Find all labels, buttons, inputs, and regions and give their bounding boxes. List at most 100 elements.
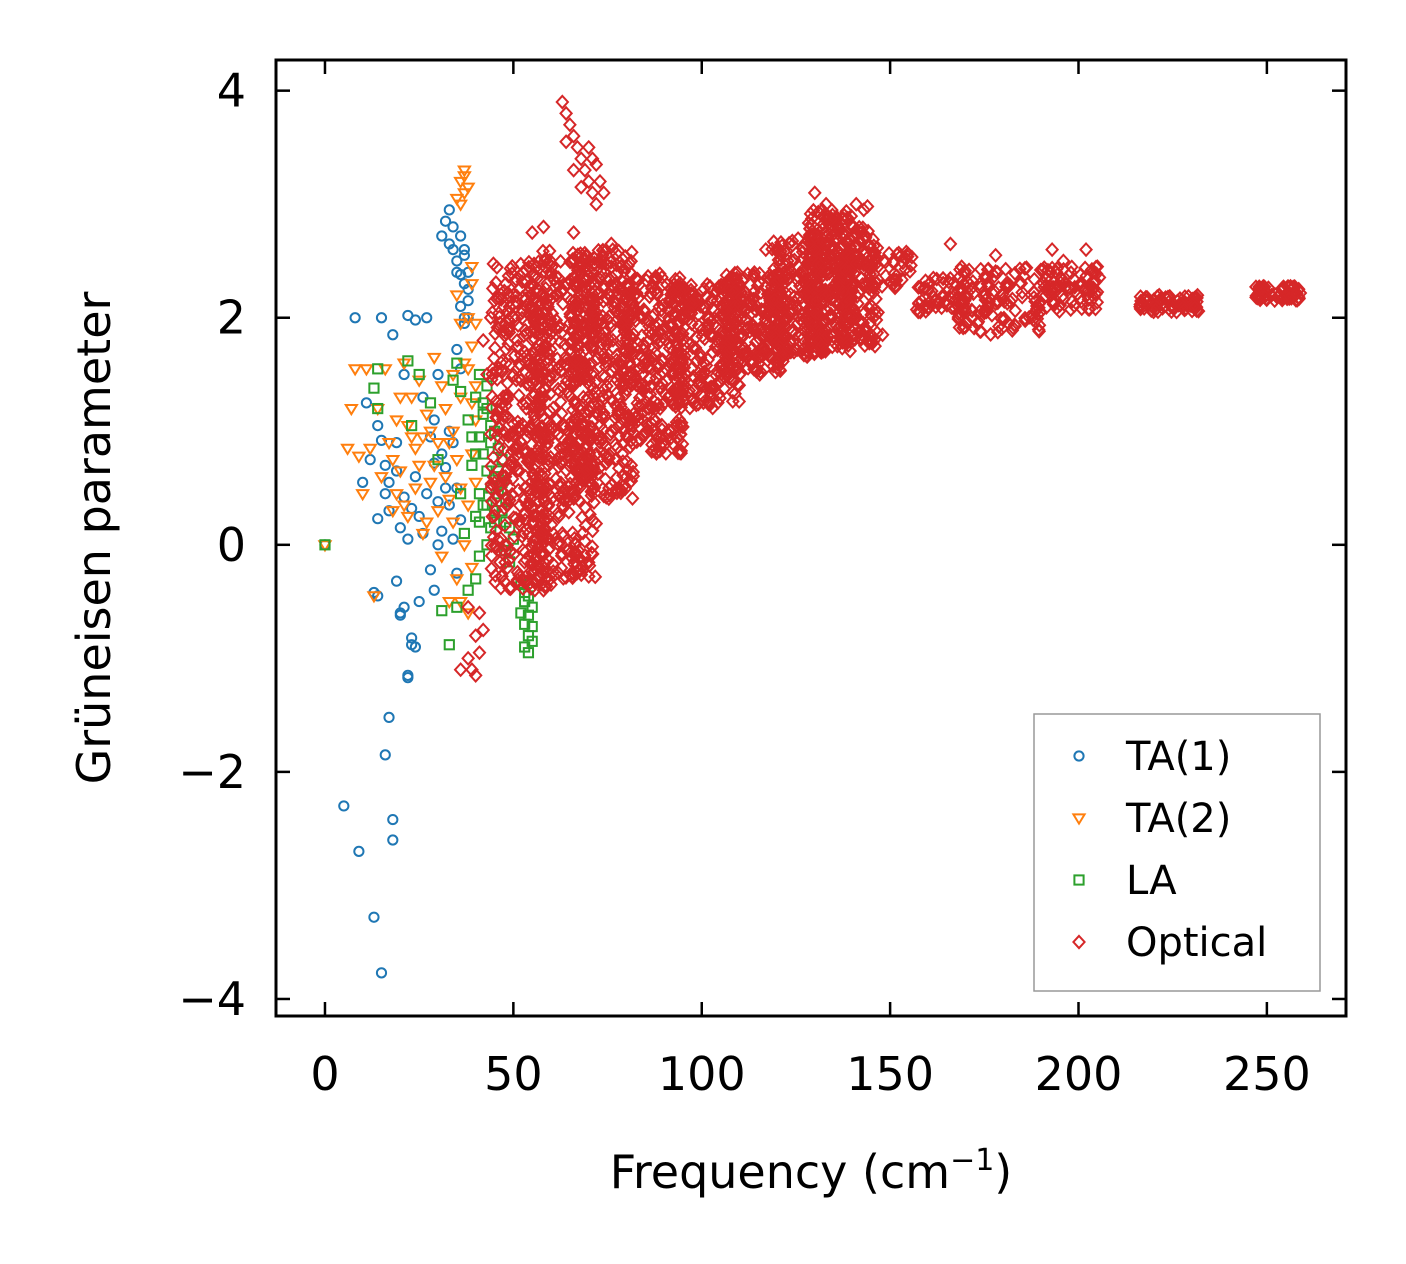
data-point-optical xyxy=(554,545,569,562)
x-tick-label: 50 xyxy=(484,1047,543,1101)
series-ta-1 xyxy=(319,204,474,979)
data-point-ta-1 xyxy=(451,343,463,356)
data-point-la xyxy=(522,647,535,659)
data-point-optical xyxy=(964,302,979,318)
data-point-optical xyxy=(801,303,816,319)
data-point-optical xyxy=(613,396,628,412)
data-point-optical xyxy=(525,225,540,241)
data-point-ta-1 xyxy=(424,564,437,576)
series-ta-2 xyxy=(317,165,484,621)
data-point-optical xyxy=(787,294,802,310)
data-point-optical xyxy=(647,274,662,290)
data-point-la xyxy=(424,397,437,409)
data-point-optical xyxy=(484,458,499,474)
data-point-optical xyxy=(747,361,762,377)
data-point-optical xyxy=(642,400,656,417)
data-point-optical xyxy=(501,288,516,304)
data-point-ta-2 xyxy=(423,477,438,490)
data-point-optical xyxy=(511,387,526,403)
data-point-optical xyxy=(666,363,681,380)
data-point-optical xyxy=(517,480,532,496)
data-point-ta-2 xyxy=(426,352,442,365)
legend-label: LA xyxy=(1126,858,1177,904)
data-point-optical xyxy=(461,599,476,615)
data-point-optical xyxy=(668,398,683,415)
data-point-la xyxy=(368,382,380,394)
data-point-optical xyxy=(843,293,858,309)
data-point-optical xyxy=(807,185,822,201)
data-point-ta-2 xyxy=(449,574,465,587)
data-point-optical xyxy=(845,283,860,299)
data-point-ta-2 xyxy=(457,171,472,184)
data-point-optical xyxy=(1033,262,1048,278)
data-point-optical xyxy=(646,412,661,428)
data-point-optical xyxy=(838,262,853,278)
data-point-optical xyxy=(510,462,525,478)
data-point-optical xyxy=(579,286,594,302)
data-point-ta-2 xyxy=(434,551,450,564)
data-point-optical xyxy=(545,490,560,506)
data-point-optical xyxy=(1177,302,1192,318)
data-point-optical xyxy=(628,270,643,287)
data-point-optical xyxy=(604,236,619,252)
data-point-optical xyxy=(611,405,626,421)
data-point-optical xyxy=(568,353,583,369)
data-point-optical xyxy=(590,315,605,331)
data-point-optical xyxy=(1026,312,1041,328)
data-point-optical xyxy=(800,344,815,360)
data-point-optical xyxy=(867,302,882,318)
data-point-ta-1 xyxy=(439,482,452,494)
data-point-optical xyxy=(1015,284,1030,301)
data-point-optical xyxy=(958,319,973,335)
data-point-ta-1 xyxy=(402,669,414,681)
data-point-ta-1 xyxy=(387,329,399,341)
data-point-optical xyxy=(889,272,904,288)
data-point-optical xyxy=(574,469,589,485)
data-point-optical xyxy=(472,645,487,661)
data-point-ta-2 xyxy=(445,426,461,439)
data-point-optical xyxy=(487,293,502,309)
data-point-optical xyxy=(497,573,512,590)
data-point-optical xyxy=(548,367,563,383)
data-point-optical xyxy=(564,309,579,325)
data-point-ta-2 xyxy=(468,318,484,331)
data-point-optical xyxy=(839,308,854,324)
data-point-optical xyxy=(535,243,550,259)
data-point-optical xyxy=(600,291,615,307)
data-point-optical xyxy=(519,274,534,290)
data-point-ta-2 xyxy=(445,517,461,530)
data-point-optical xyxy=(624,473,639,489)
data-point-ta-1 xyxy=(379,488,391,500)
data-point-optical xyxy=(585,419,599,435)
data-point-optical xyxy=(537,535,552,551)
data-point-optical xyxy=(673,371,688,387)
ticks-layer: 0 50 100 150 200 250 4 2 0 −2 −4 xyxy=(178,60,1346,1101)
data-point-la xyxy=(526,601,538,613)
data-point-optical xyxy=(571,464,586,480)
data-point-optical xyxy=(802,235,817,251)
data-point-optical xyxy=(673,309,688,325)
data-point-optical xyxy=(675,326,690,342)
data-point-optical xyxy=(551,565,566,581)
data-point-optical xyxy=(567,536,582,552)
data-point-optical xyxy=(597,381,612,398)
data-point-optical xyxy=(730,265,745,281)
data-point-optical xyxy=(517,344,532,360)
data-point-ta-2 xyxy=(411,460,427,473)
data-point-optical xyxy=(964,280,979,297)
data-point-optical xyxy=(689,329,704,345)
data-point-optical xyxy=(604,423,619,439)
data-point-ta-2 xyxy=(317,540,333,553)
data-point-optical xyxy=(1015,289,1030,305)
data-point-ta-2 xyxy=(453,318,468,331)
data-point-optical xyxy=(1257,289,1272,305)
data-point-optical xyxy=(758,345,772,361)
data-point-optical xyxy=(722,283,737,299)
data-point-ta-2 xyxy=(385,455,401,468)
legend-entry: TA(1) xyxy=(1073,734,1231,780)
data-point-optical xyxy=(619,412,634,428)
data-point-ta-1 xyxy=(379,459,391,471)
data-point-optical xyxy=(608,410,623,426)
data-point-optical xyxy=(772,315,787,331)
data-point-optical xyxy=(534,294,549,310)
